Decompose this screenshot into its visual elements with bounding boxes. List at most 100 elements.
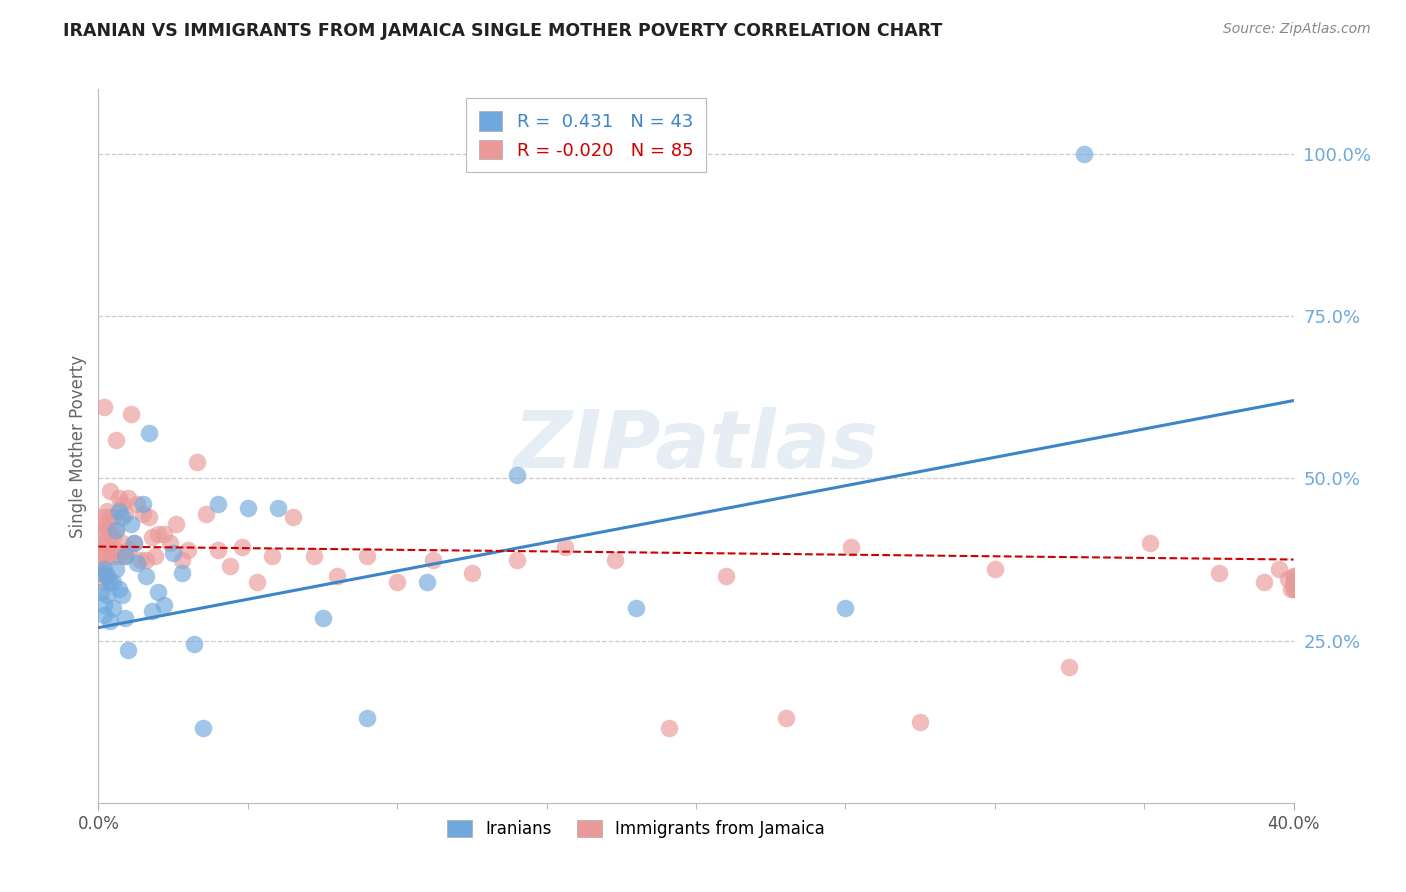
Point xyxy=(90,516,112,531)
Point xyxy=(127,556,149,570)
Point xyxy=(356,549,378,564)
Point xyxy=(138,510,160,524)
Point xyxy=(1282,568,1305,582)
Point xyxy=(90,549,112,564)
Point xyxy=(506,468,529,483)
Point xyxy=(326,568,349,582)
Point xyxy=(93,536,115,550)
Point xyxy=(117,542,139,557)
Point xyxy=(103,549,125,564)
Point xyxy=(1073,147,1095,161)
Point xyxy=(98,526,122,541)
Point xyxy=(422,552,444,566)
Point xyxy=(148,526,170,541)
Point xyxy=(207,497,229,511)
Point xyxy=(148,585,170,599)
Point xyxy=(172,566,194,580)
Point xyxy=(129,552,152,566)
Point xyxy=(1282,575,1305,590)
Point xyxy=(93,566,115,580)
Point xyxy=(714,568,737,582)
Point xyxy=(132,497,155,511)
Point xyxy=(1282,582,1305,596)
Point xyxy=(98,546,122,560)
Point xyxy=(96,568,118,582)
Point xyxy=(117,643,139,657)
Point xyxy=(1282,568,1305,582)
Point xyxy=(111,497,134,511)
Point xyxy=(132,507,155,521)
Point xyxy=(96,504,118,518)
Point xyxy=(1267,562,1289,576)
Point xyxy=(236,500,259,515)
Point xyxy=(98,614,122,628)
Text: IRANIAN VS IMMIGRANTS FROM JAMAICA SINGLE MOTHER POVERTY CORRELATION CHART: IRANIAN VS IMMIGRANTS FROM JAMAICA SINGL… xyxy=(63,22,942,40)
Point xyxy=(775,711,797,725)
Point xyxy=(461,566,484,580)
Point xyxy=(385,575,409,590)
Point xyxy=(186,455,208,469)
Point xyxy=(554,540,576,554)
Point xyxy=(416,575,439,590)
Point xyxy=(195,507,218,521)
Point xyxy=(138,425,160,440)
Point xyxy=(103,601,125,615)
Point xyxy=(177,542,200,557)
Point xyxy=(984,562,1007,576)
Point xyxy=(1282,582,1305,596)
Point xyxy=(98,484,122,499)
Point xyxy=(111,536,134,550)
Point xyxy=(135,552,157,566)
Point xyxy=(117,491,139,505)
Point xyxy=(105,562,128,576)
Point xyxy=(1279,582,1302,596)
Legend: Iranians, Immigrants from Jamaica: Iranians, Immigrants from Jamaica xyxy=(440,813,832,845)
Point xyxy=(105,433,128,447)
Point xyxy=(120,516,142,531)
Point xyxy=(93,510,115,524)
Point xyxy=(90,585,112,599)
Point xyxy=(191,721,214,735)
Point xyxy=(90,536,112,550)
Point xyxy=(124,536,146,550)
Point xyxy=(153,526,176,541)
Point xyxy=(246,575,269,590)
Point xyxy=(98,510,122,524)
Point xyxy=(841,540,863,554)
Point xyxy=(103,510,125,524)
Point xyxy=(834,601,856,615)
Point xyxy=(183,637,205,651)
Point xyxy=(114,507,136,521)
Point xyxy=(626,601,648,615)
Point xyxy=(93,524,115,538)
Point xyxy=(103,575,125,590)
Point xyxy=(103,530,125,544)
Point xyxy=(108,491,131,505)
Point xyxy=(143,549,166,564)
Point xyxy=(231,540,253,554)
Point xyxy=(98,575,122,590)
Point xyxy=(281,510,304,524)
Point xyxy=(96,588,118,602)
Point xyxy=(141,604,163,618)
Point xyxy=(311,611,333,625)
Point xyxy=(105,542,128,557)
Point xyxy=(111,588,134,602)
Point xyxy=(1208,566,1230,580)
Point xyxy=(96,536,118,550)
Point xyxy=(108,549,131,564)
Point xyxy=(219,559,242,574)
Point xyxy=(141,530,163,544)
Point xyxy=(153,598,176,612)
Point xyxy=(96,549,118,564)
Point xyxy=(356,711,378,725)
Point xyxy=(162,546,184,560)
Point xyxy=(114,611,136,625)
Point xyxy=(93,549,115,564)
Point xyxy=(260,549,283,564)
Point xyxy=(96,524,118,538)
Point xyxy=(90,562,112,576)
Point xyxy=(93,598,115,612)
Point xyxy=(267,500,290,515)
Point xyxy=(93,562,115,576)
